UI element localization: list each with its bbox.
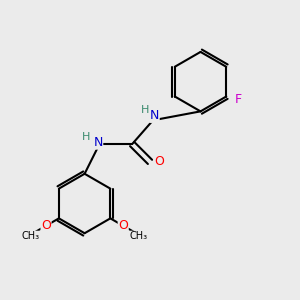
Text: N: N bbox=[150, 109, 159, 122]
Text: N: N bbox=[93, 136, 103, 149]
Text: F: F bbox=[235, 93, 242, 106]
Text: O: O bbox=[118, 219, 128, 232]
Text: CH₃: CH₃ bbox=[130, 231, 148, 241]
Text: H: H bbox=[141, 105, 149, 115]
Text: O: O bbox=[41, 219, 51, 232]
Text: O: O bbox=[27, 234, 28, 235]
Text: H: H bbox=[82, 132, 90, 142]
Text: O: O bbox=[154, 155, 164, 168]
Text: CH₃: CH₃ bbox=[22, 231, 40, 241]
